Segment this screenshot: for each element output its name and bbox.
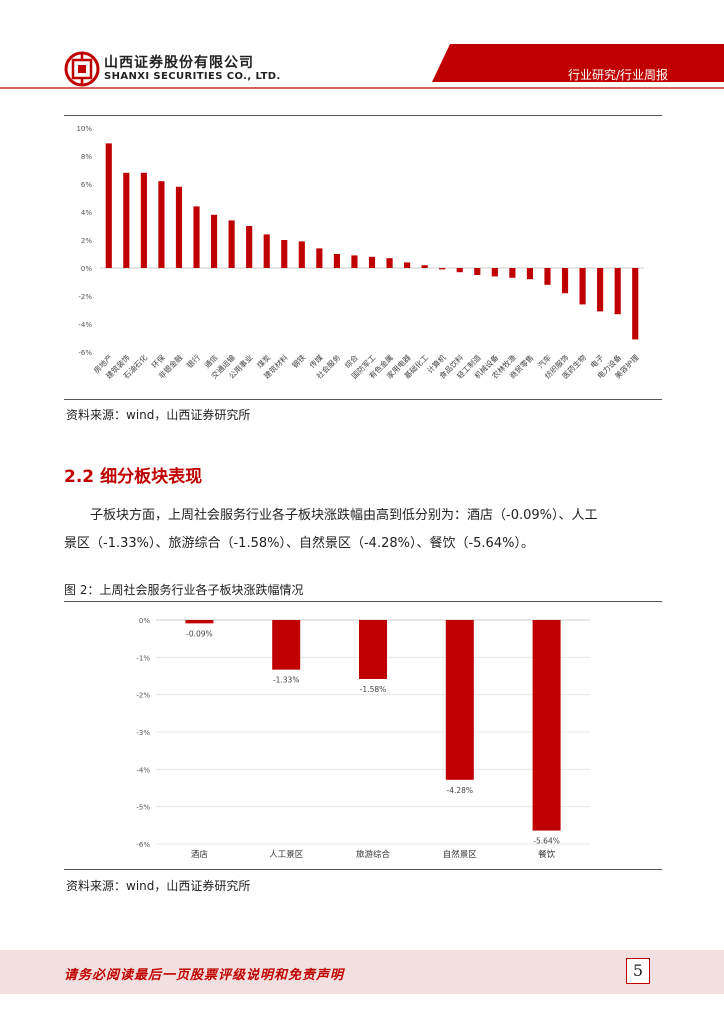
bar: [632, 268, 639, 340]
bar: [158, 181, 165, 268]
bar: [509, 268, 516, 278]
y-tick-label: -5%: [136, 804, 150, 812]
bar: [175, 186, 183, 268]
y-tick-label: -4%: [136, 766, 150, 774]
bar: [579, 268, 586, 305]
y-tick-label: -3%: [136, 729, 150, 737]
category-label: 自然景区: [443, 849, 478, 860]
y-tick-label: 10%: [76, 125, 92, 133]
industry-bar-chart: 10%8%6%4%2%0%-2%-4%-6%房地产建筑装饰石油石化 环保非银金融银…: [76, 125, 644, 381]
section-paragraph: 子板块方面，上周社会服务行业各子板块涨跌幅由高到低分别为：酒店（-0.09%）、…: [64, 502, 662, 558]
paragraph-line-1: 子板块方面，上周社会服务行业各子板块涨跌幅由高到低分别为：酒店（-0.09%）、…: [90, 508, 598, 523]
company-name-en: SHANXI SECURITIES CO., LTD.: [104, 71, 281, 82]
data-label: -4.28%: [447, 786, 474, 795]
section-title: 细分板块表现: [100, 467, 203, 487]
subsector-bar-chart: 0% -1% -2% -3% -4% -5% -6% -0.09% 酒店 -1.33% 人工景区 -1…: [136, 617, 590, 860]
bar: [210, 214, 218, 268]
y-tick-label: 8%: [81, 153, 92, 161]
bar: [351, 255, 358, 268]
y-tick-label: -6%: [136, 841, 150, 849]
bar: [614, 268, 621, 315]
category-label: 酒店: [191, 849, 209, 860]
bar: [281, 240, 288, 268]
footer-disclaimer: 请务必阅读最后一页股票评级说明和免责声明: [64, 968, 345, 983]
bar: [368, 256, 376, 268]
bar: [316, 248, 323, 268]
bar: [246, 226, 253, 268]
bar: [526, 268, 534, 280]
bar: [140, 172, 147, 268]
bar: [561, 268, 569, 294]
figure2-bottom-rule: [64, 869, 662, 870]
y-tick-label: -2%: [136, 692, 150, 700]
y-tick-label: -2%: [78, 293, 92, 301]
bar: [532, 620, 561, 831]
category-label: 餐饮: [538, 849, 556, 860]
bar: [105, 143, 112, 268]
page-number: 5: [626, 958, 650, 984]
bar: [474, 268, 481, 275]
bar: [421, 265, 428, 268]
figure1-bottom-rule: [64, 399, 662, 400]
section-heading: 2.2 细分板块表现: [64, 462, 202, 487]
bar: [386, 258, 393, 268]
bar: [491, 268, 498, 277]
bar: [404, 262, 411, 268]
category-label: 银行: [184, 352, 202, 370]
y-tick-label: 0%: [81, 265, 92, 273]
bar: [333, 254, 340, 268]
y-tick-label: 4%: [81, 209, 92, 217]
y-tick-label: -1%: [136, 654, 150, 662]
figure1-source: 资料来源：wind，山西证券研究所: [66, 408, 251, 422]
report-type-label: 行业研究/行业周报: [567, 68, 668, 82]
figure2-title: 图 2：上周社会服务行业各子板块涨跌幅情况: [64, 583, 304, 597]
bar: [597, 268, 604, 312]
bar: [456, 268, 463, 273]
footer-band: [0, 950, 724, 994]
bar: [263, 234, 270, 268]
bar: [123, 172, 130, 268]
y-tick-label: -4%: [78, 321, 92, 329]
bar: [228, 220, 235, 268]
figure1-top-rule: [64, 115, 662, 116]
data-label: -1.33%: [273, 676, 300, 685]
bar: [272, 620, 301, 670]
figure2-top-rule: [64, 601, 662, 602]
y-tick-label: 2%: [81, 237, 92, 245]
category-label: 钢铁: [290, 352, 308, 370]
bar: [439, 268, 446, 270]
bar: [185, 620, 214, 624]
bar: [298, 241, 305, 268]
y-tick-label: -6%: [78, 349, 92, 357]
paragraph-line-2: 景区（-1.33%）、旅游综合（-1.58%）、自然景区（-4.28%）、餐饮（…: [64, 536, 534, 551]
bar: [359, 620, 387, 679]
bar: [544, 268, 551, 285]
header-band: [0, 44, 724, 89]
data-label: -0.09%: [186, 629, 213, 638]
page-header: 山西证券股份有限公司 SHANXI SECURITIES CO., LTD. 行…: [0, 0, 724, 110]
data-label: -5.64%: [533, 837, 560, 846]
category-label: 旅游综合: [356, 849, 391, 860]
bar: [445, 620, 474, 780]
company-logo-icon: [64, 51, 100, 87]
data-label: -1.58%: [360, 685, 387, 694]
figure2-source: 资料来源：wind，山西证券研究所: [66, 879, 251, 893]
bar: [193, 206, 200, 268]
category-label: 人工景区: [269, 850, 304, 860]
y-tick-label: 0%: [139, 617, 150, 625]
y-tick-label: 6%: [81, 181, 92, 189]
company-name-cn: 山西证券股份有限公司: [104, 55, 254, 71]
section-number: 2.2: [64, 467, 95, 487]
